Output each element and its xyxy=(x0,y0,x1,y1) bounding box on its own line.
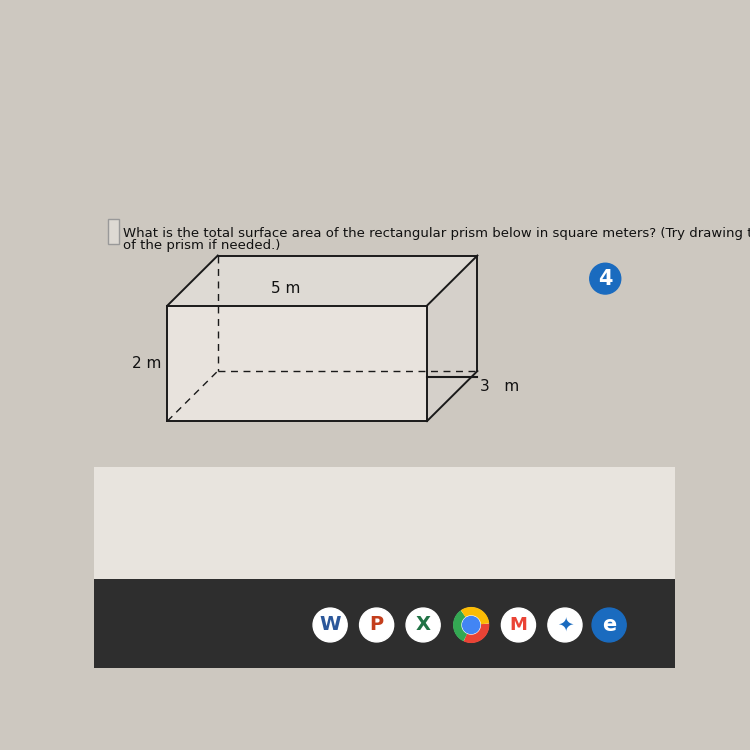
Text: What is the total surface area of the rectangular prism below in square meters? : What is the total surface area of the re… xyxy=(123,227,750,240)
Polygon shape xyxy=(427,256,477,421)
Text: W: W xyxy=(320,616,340,634)
Circle shape xyxy=(590,263,621,294)
Bar xyxy=(94,579,675,668)
Circle shape xyxy=(454,608,488,642)
Circle shape xyxy=(548,608,582,642)
Text: e: e xyxy=(602,615,616,635)
Circle shape xyxy=(592,608,626,642)
Bar xyxy=(108,219,118,244)
Text: 4: 4 xyxy=(598,268,613,289)
Text: 3   m: 3 m xyxy=(481,379,520,394)
Text: M: M xyxy=(509,616,527,634)
Circle shape xyxy=(406,608,440,642)
Polygon shape xyxy=(167,305,427,421)
Text: 2 m: 2 m xyxy=(132,356,161,370)
Polygon shape xyxy=(167,256,477,305)
Circle shape xyxy=(502,608,536,642)
Text: ✦: ✦ xyxy=(556,616,573,634)
Text: X: X xyxy=(416,616,430,634)
Circle shape xyxy=(463,616,480,634)
Circle shape xyxy=(313,608,347,642)
Circle shape xyxy=(359,608,394,642)
Bar xyxy=(94,467,675,579)
Text: of the prism if needed.): of the prism if needed.) xyxy=(123,238,280,251)
Text: P: P xyxy=(370,616,384,634)
Text: 5 m: 5 m xyxy=(271,281,300,296)
